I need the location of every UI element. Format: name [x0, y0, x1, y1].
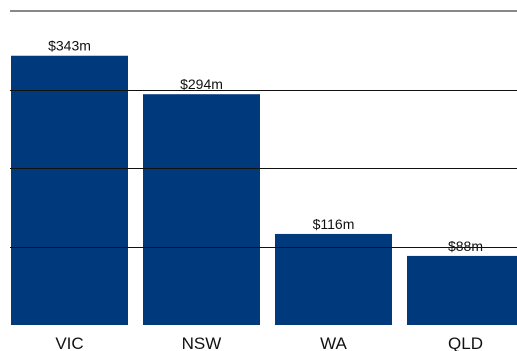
bars-layer	[11, 55, 517, 326]
data-labels-layer: $343m $294m $116m $88m	[48, 38, 483, 254]
x-tick-label-nsw: NSW	[182, 334, 222, 351]
data-label-nsw: $294m	[180, 76, 223, 92]
x-tick-label-vic: VIC	[55, 334, 83, 351]
x-tick-label-wa: WA	[320, 334, 347, 351]
bar-nsw	[143, 94, 260, 326]
bar-vic	[11, 55, 128, 326]
x-axis-tick-labels: VIC NSW WA QLD	[55, 334, 483, 351]
data-label-wa: $116m	[313, 216, 355, 232]
data-label-qld: $88m	[448, 238, 483, 254]
x-tick-label-qld: QLD	[448, 334, 483, 351]
gridlines-layer	[10, 90, 517, 248]
data-label-vic: $343m	[48, 38, 91, 54]
bar-qld	[407, 255, 517, 325]
bar-wa	[275, 233, 392, 325]
